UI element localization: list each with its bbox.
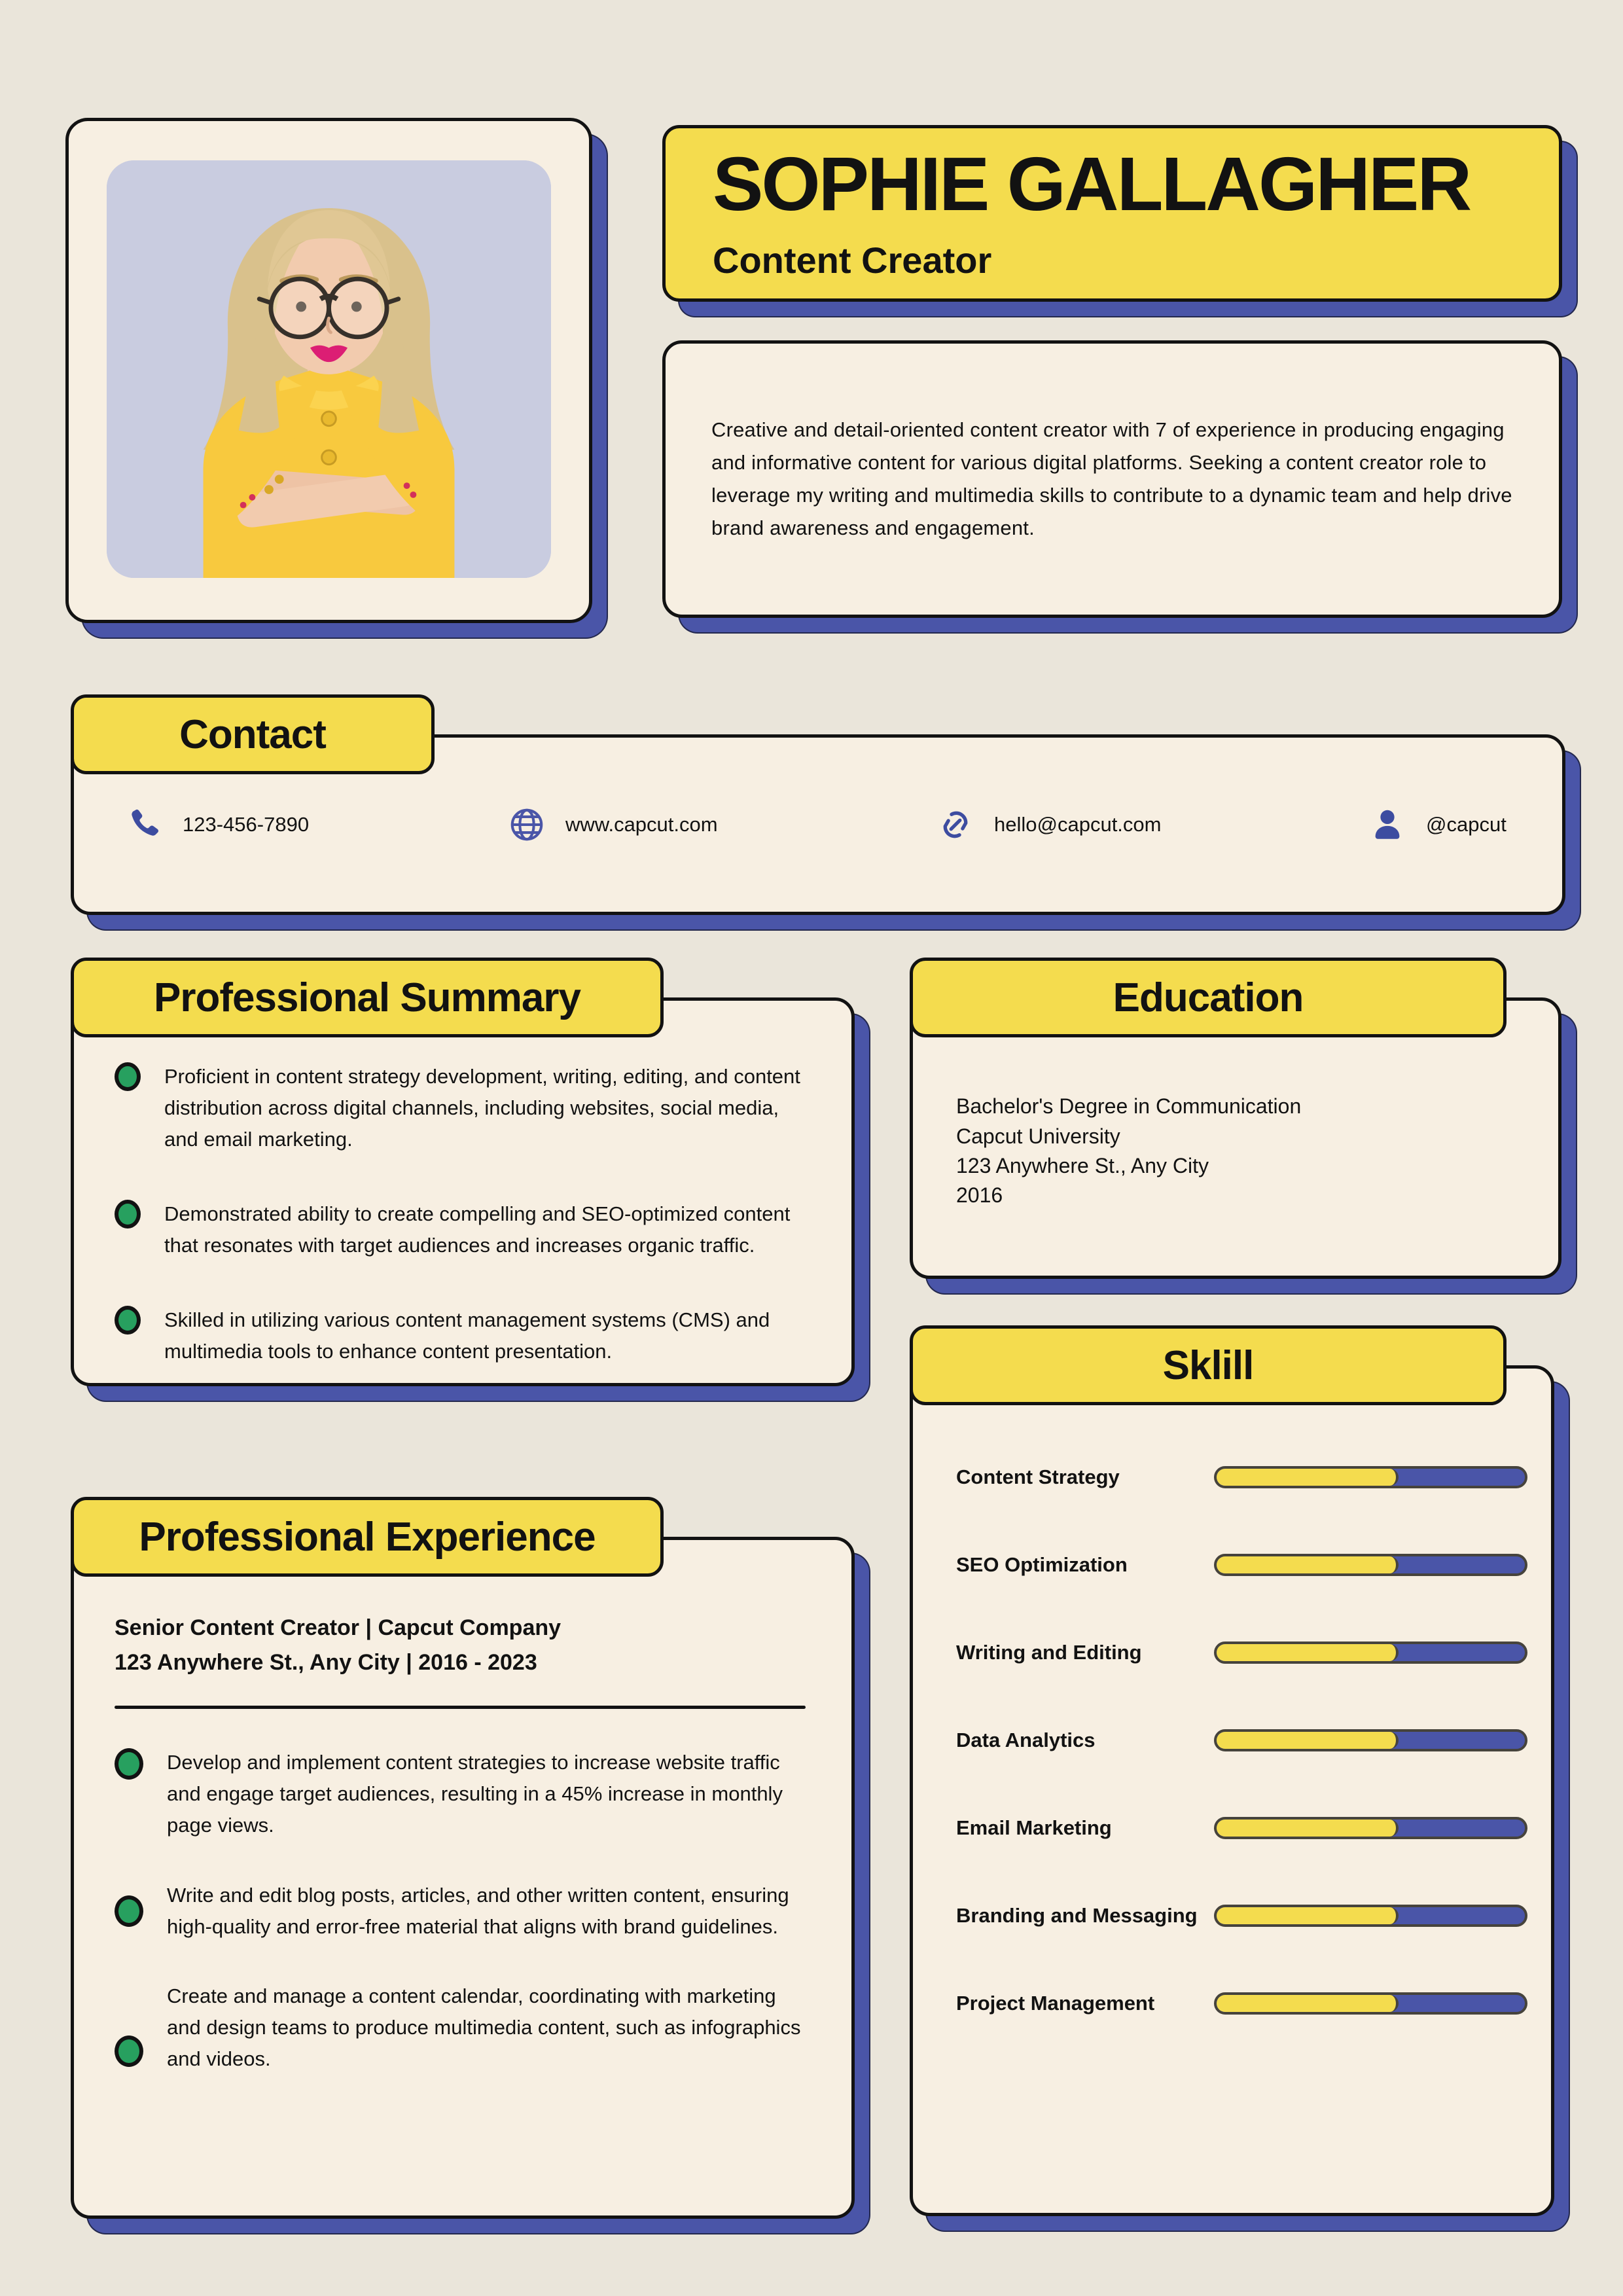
skill-row: Email Marketing — [956, 1816, 1527, 1840]
skill-bar-fill — [1217, 1995, 1399, 2012]
skill-label: Writing and Editing — [956, 1641, 1142, 1664]
contact-phone-value: 123-456-7890 — [183, 813, 310, 836]
professional-experience-title: Professional Experience — [71, 1497, 664, 1577]
profile-photo — [107, 160, 551, 578]
divider — [115, 1706, 806, 1710]
contact-item-social: @capcut — [1368, 806, 1562, 844]
contact-item-phone: 123-456-7890 — [125, 806, 508, 844]
education-degree: Bachelor's Degree in Communication — [956, 1094, 1302, 1119]
skill-bar-fill — [1217, 1732, 1399, 1749]
contact-item-website: www.capcut.com — [508, 806, 936, 844]
skill-label: Project Management — [956, 1992, 1155, 2015]
portrait-illustration — [107, 160, 551, 578]
user-icon — [1375, 810, 1400, 839]
skills-section: Sklill Content Strategy SEO Optimization… — [910, 1325, 1554, 2216]
experience-bullet-text: Develop and implement content strategies… — [167, 1751, 783, 1837]
contact-item-email: hello@capcut.com — [936, 806, 1368, 844]
experience-bullet: Write and edit blog posts, articles, and… — [115, 1880, 806, 1943]
experience-bullet-text: Create and manage a content calendar, co… — [167, 1984, 801, 2070]
bullet-dot-icon — [115, 2035, 143, 2067]
education-section: Education Bachelor's Degree in Communica… — [910, 958, 1561, 1279]
summary-bullet-text: Proficient in content strategy developme… — [164, 1065, 800, 1151]
skill-label: Content Strategy — [956, 1465, 1120, 1488]
bullet-dot-icon — [115, 1306, 141, 1335]
skill-bar-fill — [1217, 1644, 1399, 1661]
bullet-dot-icon — [115, 1200, 141, 1229]
link-icon — [943, 811, 968, 838]
skill-label: Email Marketing — [956, 1816, 1112, 1839]
contact-social-value: @capcut — [1426, 813, 1507, 836]
skill-bar-fill — [1217, 1820, 1399, 1837]
professional-summary-section: Professional Summary Proficient in conte… — [71, 958, 855, 1386]
contact-section-title: Contact — [71, 694, 435, 774]
experience-bullet-text: Write and edit blog posts, articles, and… — [167, 1883, 789, 1938]
phone-icon — [132, 809, 158, 836]
contact-section: Contact 123-456-7890 www.capcut.com — [71, 694, 1565, 915]
objective-card: Creative and detail-oriented content cre… — [662, 340, 1562, 618]
skill-row: Data Analytics — [956, 1729, 1527, 1752]
job-role-line: Senior Content Creator | Capcut Company — [115, 1615, 562, 1640]
skill-row: Content Strategy — [956, 1465, 1527, 1489]
job-meta-line: 123 Anywhere St., Any City | 2016 - 2023 — [115, 1649, 537, 1675]
person-name: SOPHIE GALLAGHER — [713, 141, 1472, 226]
objective-text: Creative and detail-oriented content cre… — [711, 418, 1512, 540]
skill-row: Writing and Editing — [956, 1641, 1527, 1664]
header-card: SOPHIE GALLAGHER Content Creator — [662, 125, 1562, 302]
summary-bullet: Skilled in utilizing various content man… — [115, 1304, 806, 1367]
photo-card — [65, 118, 592, 623]
contact-email-value: hello@capcut.com — [994, 813, 1162, 836]
skill-bar-fill — [1217, 1556, 1399, 1573]
skill-label: Data Analytics — [956, 1729, 1096, 1751]
contact-website-value: www.capcut.com — [565, 813, 718, 836]
education-address: 123 Anywhere St., Any City — [956, 1154, 1209, 1177]
skill-label: Branding and Messaging — [956, 1904, 1198, 1927]
contact-row: 123-456-7890 www.capcut.com — [74, 738, 1562, 912]
skill-bar — [1214, 1817, 1527, 1839]
skill-row: Branding and Messaging — [956, 1904, 1527, 1928]
summary-bullet-text: Skilled in utilizing various content man… — [164, 1308, 770, 1363]
bullet-dot-icon — [115, 1895, 143, 1927]
summary-bullet: Demonstrated ability to create compellin… — [115, 1198, 806, 1261]
skill-row: Project Management — [956, 1992, 1527, 2015]
education-section-title: Education — [910, 958, 1507, 1037]
summary-bullet: Proficient in content strategy developme… — [115, 1061, 806, 1155]
skill-bar-fill — [1217, 1907, 1399, 1924]
bullet-dot-icon — [115, 1062, 141, 1091]
skill-bar — [1214, 1729, 1527, 1751]
professional-experience-section: Professional Experience Senior Content C… — [71, 1497, 855, 2219]
person-job-title: Content Creator — [713, 239, 992, 281]
skill-bar — [1214, 1554, 1527, 1576]
skill-bar — [1214, 1905, 1527, 1927]
globe-icon — [510, 808, 543, 841]
skill-bar — [1214, 1992, 1527, 2015]
skill-row: SEO Optimization — [956, 1553, 1527, 1577]
skill-bar — [1214, 1641, 1527, 1664]
skills-section-title: Sklill — [910, 1325, 1507, 1405]
summary-bullet-text: Demonstrated ability to create compellin… — [164, 1202, 791, 1257]
skill-bar-fill — [1217, 1469, 1399, 1486]
experience-bullet: Create and manage a content calendar, co… — [115, 1981, 806, 2075]
experience-bullet: Develop and implement content strategies… — [115, 1747, 806, 1841]
education-year: 2016 — [956, 1183, 1003, 1208]
skill-bar — [1214, 1466, 1527, 1488]
bullet-dot-icon — [115, 1748, 143, 1780]
skill-label: SEO Optimization — [956, 1553, 1128, 1576]
professional-summary-title: Professional Summary — [71, 958, 664, 1037]
education-school: Capcut University — [956, 1124, 1120, 1148]
